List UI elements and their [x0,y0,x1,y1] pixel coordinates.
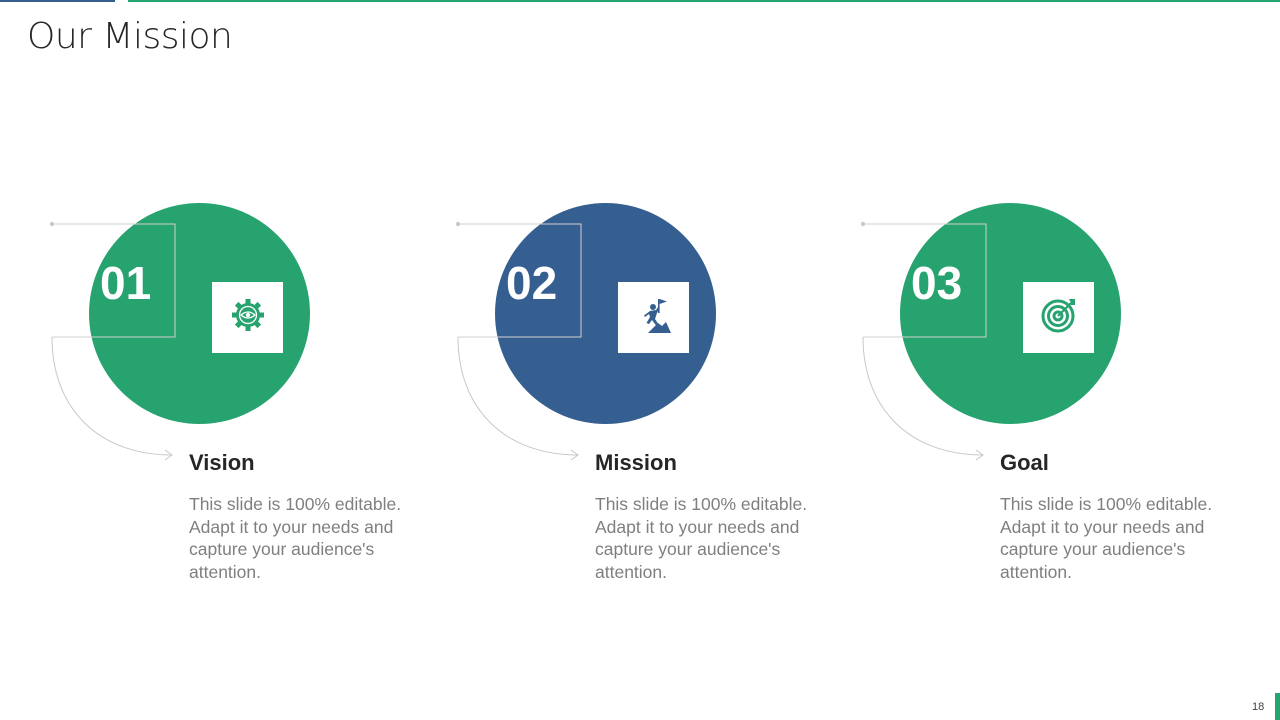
gear-eye-icon [230,297,266,338]
climber-flag-icon [636,295,672,340]
icon-tile [1023,282,1094,353]
card-heading: Goal [1000,450,1049,475]
connector-lines [455,221,582,461]
card-vision: 01 Vision This slide is 100% editable. A… [0,0,401,720]
card-number: 01 [100,257,152,309]
target-arrow-icon [1040,296,1078,339]
connector-lines [49,221,176,461]
connector-lines [860,221,987,461]
page-title: Our Mission [27,16,233,57]
card-heading: Mission [595,450,677,475]
icon-tile [212,282,283,353]
icon-tile [618,282,689,353]
top-accent-bar-blue [0,0,115,2]
card-number: 02 [506,257,558,309]
card-mission: 02 Mission This slide is 100% editable. … [406,0,807,720]
page-accent-bar [1275,693,1280,720]
top-accent-bar-green [128,0,1280,2]
card-body: This slide is 100% editable. Adapt it to… [1000,494,1213,582]
card-goal: 03 Goal This slide is 100% editable. Ada… [811,0,1212,720]
card-body: This slide is 100% editable. Adapt it to… [595,494,808,582]
card-number: 03 [911,257,963,309]
card-body: This slide is 100% editable. Adapt it to… [189,494,402,582]
card-heading: Vision [189,450,255,475]
page-number: 18 [1252,701,1265,713]
